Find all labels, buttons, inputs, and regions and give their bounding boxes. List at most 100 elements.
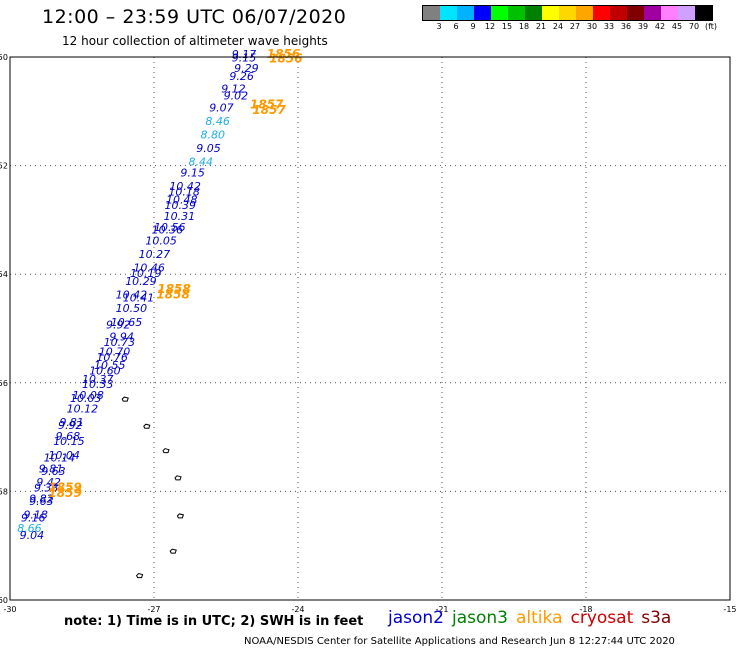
wave-height-label: 10.55 — [94, 359, 126, 372]
color-swatch — [474, 6, 491, 20]
chart-subtitle: 12 hour collection of altimeter wave hei… — [62, 34, 328, 48]
color-scale-label: 15 — [501, 22, 513, 31]
wave-height-label: 10.60 — [89, 365, 121, 378]
wave-height-label: 9.26 — [229, 70, 254, 83]
pass-time-label: 1857 — [250, 98, 284, 112]
wave-height-label: 9.15 — [232, 51, 257, 64]
color-swatch — [593, 6, 610, 20]
longitude-tick-label: -24 — [291, 605, 304, 614]
wave-height-label: 9.04 — [20, 529, 44, 542]
color-swatch — [508, 6, 525, 20]
wave-height-label: 10.14 — [44, 452, 76, 465]
legend-jason3: jason3 — [452, 608, 508, 628]
color-swatch — [542, 6, 559, 20]
wave-height-label: 8.44 — [189, 156, 214, 169]
pass-time-label: 1859 — [48, 480, 81, 494]
color-scale-label: 21 — [535, 22, 547, 31]
wave-height-label: 10.42 — [116, 289, 148, 302]
pass-time-label: 1858 — [156, 288, 189, 302]
wave-height-label: 10.33 — [82, 378, 114, 391]
wave-height-label: 10.39 — [165, 199, 197, 212]
wave-height-label: 10.36 — [152, 223, 184, 236]
wave-height-label: 9.29 — [234, 62, 259, 75]
wave-height-label: 8.66 — [17, 522, 42, 535]
island-outline — [143, 423, 151, 429]
color-scale-label: 18 — [518, 22, 530, 31]
color-scale-label: 27 — [569, 22, 581, 31]
wave-height-label: 9.63 — [29, 495, 54, 508]
color-scale-label: 70 — [688, 22, 700, 31]
wave-height-label: 9.94 — [109, 330, 134, 343]
color-swatch — [627, 6, 644, 20]
latitude-tick-label: -54 — [0, 270, 8, 279]
wave-height-label: 10.48 — [166, 194, 198, 207]
color-swatch — [440, 6, 457, 20]
wave-height-label: 10.03 — [70, 392, 102, 405]
wave-height-label: 9.68 — [56, 430, 81, 443]
wave-height-label: 8.80 — [201, 128, 226, 141]
wave-height-label: 10.27 — [139, 248, 171, 261]
wave-height-label: 9.12 — [221, 82, 246, 95]
wave-height-label: 10.08 — [72, 389, 104, 402]
wave-height-label: 9.18 — [23, 509, 48, 522]
wave-height-label: 10.46 — [133, 261, 165, 274]
chart-title: 12:00 – 23:59 UTC 06/07/2020 — [42, 6, 347, 28]
color-swatch — [525, 6, 542, 20]
island-outline — [135, 573, 144, 579]
color-scale-label: 12 — [484, 22, 496, 31]
wave-height-label: 9.15 — [180, 166, 205, 179]
color-swatch — [457, 6, 474, 20]
wave-height-label: 9.63 — [41, 465, 65, 478]
units-note: note: 1) Time is in UTC; 2) SWH is in fe… — [64, 614, 364, 629]
color-scale-label: 45 — [671, 22, 683, 31]
altimeter-labels: 9.179.159.299.269.129.029.078.468.809.05… — [17, 47, 302, 542]
longitude-tick-label: -21 — [435, 605, 448, 614]
wave-height-label: 10.31 — [164, 210, 196, 223]
wave-height-label: 10.56 — [154, 221, 186, 234]
satellite-legend: jason2 jason3 altika cryosat s3a — [388, 608, 679, 628]
longitude-tick-label: -27 — [147, 605, 160, 614]
wave-height-label: 9.05 — [196, 142, 221, 155]
wave-height-label: 9.42 — [36, 476, 61, 489]
wave-height-label: 9.92 — [106, 319, 131, 332]
island-outline — [169, 548, 177, 554]
pass-time-label: 1856 — [267, 47, 300, 61]
wave-height-label: 9.07 — [209, 101, 234, 114]
color-scale-label: 33 — [603, 22, 615, 31]
color-scale-labels: 3 6 9 12 15 18 21 24 27 30 33 36 39 42 45 70 (ft) — [422, 22, 740, 32]
color-scale-label: 3 — [436, 22, 442, 31]
wave-height-label: 9.02 — [224, 89, 249, 102]
wave-height-label: 10.65 — [111, 316, 143, 329]
map-frame — [9, 56, 731, 601]
island-outline — [121, 396, 129, 402]
wave-height-label: 9.82 — [29, 492, 54, 505]
wave-height-label: 9.16 — [21, 511, 46, 524]
pass-time-label: 1856 — [269, 51, 302, 65]
wave-height-label: 10.76 — [96, 351, 128, 364]
color-scale-label: 6 — [453, 22, 459, 31]
latitude-tick-label: -52 — [0, 162, 8, 171]
wave-height-label: 10.41 — [123, 291, 155, 304]
color-swatch — [559, 6, 576, 20]
wave-height-label: 9.81 — [39, 462, 64, 475]
island-outline — [174, 475, 182, 481]
color-swatch — [644, 6, 661, 20]
color-swatch — [576, 6, 593, 20]
color-swatch — [610, 6, 627, 20]
credit-line: NOAA/NESDIS Center for Satellite Applica… — [244, 636, 675, 647]
color-swatch — [423, 6, 440, 20]
color-swatch — [678, 6, 695, 20]
legend-altika: altika — [516, 608, 563, 628]
wave-height-label: 10.19 — [130, 267, 162, 280]
pass-time-label: 1857 — [252, 103, 286, 117]
color-scale-label: 9 — [470, 22, 476, 31]
color-scale-label: (ft) — [704, 22, 718, 31]
wave-height-label: 10.70 — [99, 346, 131, 359]
wave-height-label: 9.33 — [34, 481, 59, 494]
island-outline — [176, 513, 185, 519]
wave-height-label: 10.42 — [169, 180, 201, 193]
color-scale-label: 30 — [586, 22, 598, 31]
longitude-tick-label: -15 — [723, 605, 736, 614]
latitude-tick-label: -56 — [0, 379, 8, 388]
